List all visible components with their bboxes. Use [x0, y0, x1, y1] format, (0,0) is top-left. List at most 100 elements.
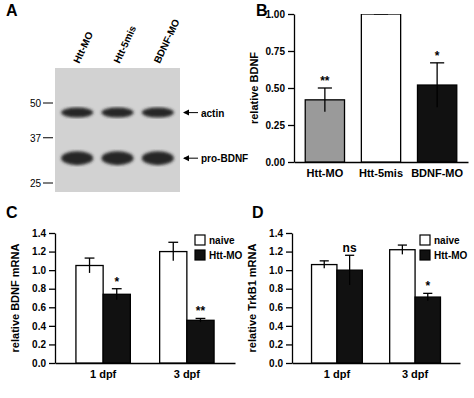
y-tick-mark [49, 270, 55, 271]
plot-area [76, 242, 214, 363]
y-axis-title: relative BDNF [248, 52, 260, 124]
bar [103, 294, 130, 363]
error-bar-line [173, 242, 174, 261]
legend-label: Htt-MO [209, 250, 243, 261]
x-tick: Htt-MO [307, 162, 344, 179]
panel-letter: D [252, 204, 264, 221]
y-tick-label: 0.8 [32, 283, 46, 294]
panel-letter: C [6, 204, 18, 221]
figure: A503725Htt-MOHtt-5misBDNF-MOactinpro-BDN… [0, 0, 474, 398]
y-tick: 0.8 [269, 283, 292, 294]
error-bar-line [427, 293, 428, 300]
y-tick-mark [49, 251, 55, 252]
error-bar-cap [85, 257, 95, 258]
band-label: actin [201, 108, 224, 119]
x-tick-label: 3 dpf [402, 368, 429, 380]
y-tick-label: 1.2 [32, 246, 46, 257]
significance-label: * [425, 279, 430, 293]
marker-label: 37 [30, 133, 42, 144]
y-tick-mark [288, 51, 294, 52]
error-bar [112, 289, 122, 300]
blot-band [61, 151, 93, 165]
y-tick: 0.75 [266, 46, 294, 57]
lane-label: Htt-MO [71, 30, 95, 65]
error-bar-cap [398, 244, 407, 245]
x-axis-line [56, 363, 236, 364]
y-tick: 0.6 [269, 302, 292, 313]
x-tick-label: BDNF-MO [411, 167, 463, 179]
x-axis-line [293, 363, 461, 364]
y-tick: 1.2 [269, 246, 292, 257]
significance-label: ** [196, 304, 206, 318]
y-tick: 1.0 [269, 265, 292, 276]
y-tick: 0.0 [269, 358, 292, 369]
y-axis: 0.0 0.2 0.4 0.6 0.8 1.0 1.2 1.4 [269, 228, 292, 369]
error-bar-line [349, 255, 350, 285]
y-tick-label: 0.8 [269, 283, 283, 294]
error-bar-line [436, 63, 437, 107]
y-tick: 0.0 [32, 358, 55, 369]
bar [415, 297, 440, 363]
blot-band [142, 108, 174, 118]
y-tick-label: 0.50 [266, 83, 286, 94]
annotation-layer: ***relative BDNFB [248, 2, 440, 124]
y-tick-label: 1.4 [269, 228, 283, 239]
y-tick-mark [288, 88, 294, 89]
y-tick-label: 0.2 [269, 339, 283, 350]
x-axis-line [295, 162, 469, 163]
error-bar-line [324, 261, 325, 268]
lane-label: Htt-5mis [111, 24, 138, 65]
legend-label: naive [434, 235, 460, 246]
y-tick: 0.4 [269, 321, 292, 332]
significance-label: ** [320, 74, 330, 88]
error-bar [318, 88, 332, 112]
legend: naiveHtt-MO [420, 235, 468, 261]
y-tick-label: 0.6 [32, 302, 46, 313]
y-tick-label: 1.2 [269, 246, 283, 257]
x-tick-label: 1 dpf [324, 368, 351, 380]
y-tick: 1.0 [32, 265, 55, 276]
x-tick: Htt-5mis [359, 162, 403, 179]
y-axis-line [292, 234, 293, 364]
marker-tick [43, 137, 53, 138]
y-tick-mark [49, 344, 55, 345]
y-tick-mark [49, 326, 55, 327]
y-axis-line [55, 234, 56, 364]
marker-tick [43, 103, 53, 104]
error-bar-cap [320, 260, 329, 261]
x-axis: 1 dpf 3 dpf [293, 363, 461, 380]
y-tick-mark [49, 289, 55, 290]
blot-band [102, 108, 134, 118]
error-bar [398, 245, 407, 254]
blot-band [102, 151, 134, 165]
y-tick-mark [288, 14, 294, 15]
x-tick: 1 dpf [324, 363, 351, 380]
significance-label: ns [343, 241, 357, 255]
error-bar [374, 14, 388, 15]
x-tick: 1 dpf [90, 363, 117, 380]
y-tick: 0.6 [32, 302, 55, 313]
error-bar [196, 318, 206, 322]
y-axis: 0.00.20.40.60.81.01.21.4 [32, 228, 55, 369]
y-tick-label: 0.75 [266, 46, 286, 57]
y-tick-mark [288, 125, 294, 126]
error-bar-cap [168, 242, 178, 243]
legend-swatch [195, 235, 205, 245]
y-tick-label: 0.6 [269, 302, 283, 313]
panel-letter: A [6, 2, 18, 19]
error-bar-line [324, 88, 325, 112]
bar [160, 252, 187, 363]
bar [312, 265, 337, 363]
y-axis: 0.000.250.500.751.00 [266, 9, 295, 168]
error-bar-line [116, 289, 117, 300]
y-tick-mark [286, 344, 292, 345]
x-tick-label: 1 dpf [90, 368, 117, 380]
x-tick-label: Htt-5mis [359, 167, 403, 179]
y-tick: 0.2 [269, 339, 292, 350]
bar [187, 320, 214, 363]
x-axis: Htt-MO Htt-5mis BDNF-MO [295, 162, 469, 179]
annotation-layer: ***relative BDNF mRNACnaiveHtt-MO [6, 204, 243, 352]
y-tick-label: 0.4 [269, 321, 283, 332]
y-axis-title: relative TrkB1 mRNA [246, 244, 258, 353]
plot-area [305, 14, 457, 162]
